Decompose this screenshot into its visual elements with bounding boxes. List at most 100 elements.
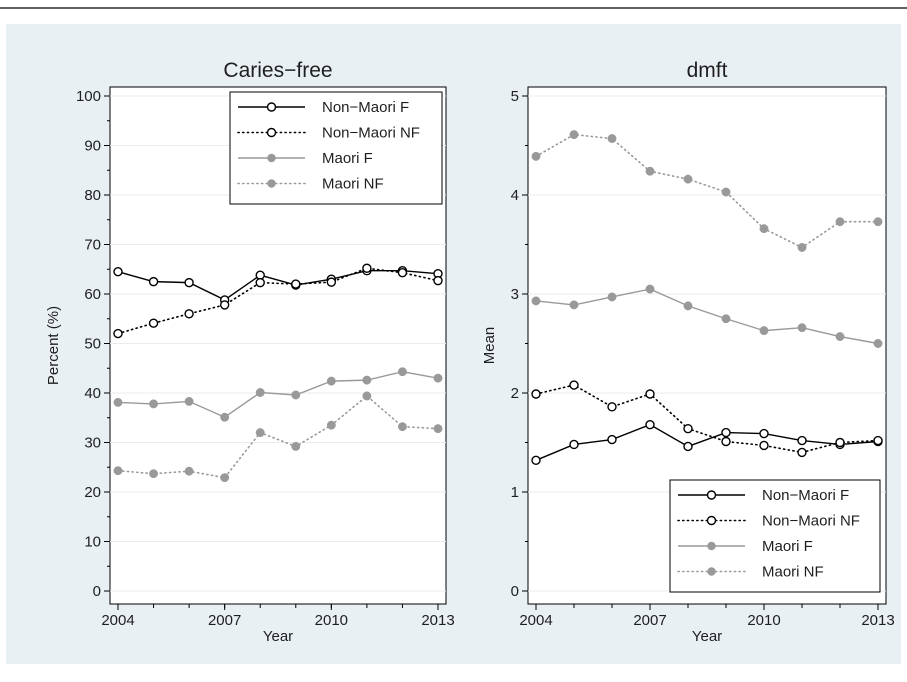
data-point — [683, 174, 693, 184]
series-line — [535, 384, 879, 454]
data-point — [362, 375, 372, 385]
legend-marker — [267, 153, 276, 163]
legend-label: Non−Maori NF — [762, 513, 860, 530]
data-point — [721, 427, 731, 438]
data-point — [433, 373, 443, 383]
legend: Non−Maori F Non−Maori NF Maori F Maori NF — [229, 91, 443, 205]
legend-label: Maori NF — [762, 564, 824, 581]
data-point — [569, 300, 579, 310]
data-point — [759, 224, 769, 234]
data-point — [569, 130, 579, 140]
data-point — [797, 435, 807, 446]
data-point — [326, 277, 337, 287]
y-tick-label: 90 — [84, 138, 101, 155]
y-tick-label: 40 — [84, 385, 101, 402]
legend-marker — [266, 127, 277, 138]
data-point — [291, 442, 301, 451]
y-tick-label: 3 — [511, 286, 519, 303]
series-4 — [113, 391, 443, 483]
chart-panel-2: 0 1 2 3 4 5 2004 2007 2010 2013 dmft Year Mean Non−Ma… — [481, 59, 895, 645]
data-point — [607, 402, 617, 412]
legend-box — [229, 91, 443, 205]
y-tick-label: 0 — [93, 583, 101, 600]
series-2 — [113, 263, 443, 339]
legend-label: Non−Maori F — [322, 99, 409, 116]
data-point — [759, 440, 769, 451]
data-point — [607, 134, 617, 144]
data-point — [607, 292, 617, 302]
series-2 — [531, 380, 883, 458]
data-point — [683, 423, 693, 434]
data-point — [148, 276, 159, 287]
data-point — [607, 434, 617, 445]
x-tick-label: 2013 — [861, 612, 894, 629]
data-point — [397, 367, 407, 377]
series-line — [117, 270, 439, 301]
series-line — [117, 267, 439, 335]
y-tick-label: 5 — [511, 88, 519, 105]
series-line — [535, 423, 879, 461]
data-point — [149, 399, 159, 409]
data-point — [113, 328, 123, 339]
data-point — [721, 436, 731, 447]
y-tick-label: 100 — [76, 88, 101, 105]
x-tick-label: 2013 — [421, 612, 454, 629]
x-tick-label: 2007 — [633, 612, 666, 629]
series-1 — [531, 419, 883, 466]
series-line — [117, 394, 439, 479]
data-point — [721, 187, 731, 197]
data-point — [255, 388, 265, 397]
data-point — [835, 437, 845, 448]
x-tick-label: 2010 — [747, 612, 780, 629]
legend-label: Maori F — [762, 538, 813, 555]
y-tick-label: 2 — [511, 385, 519, 402]
data-point — [797, 323, 807, 333]
data-point — [531, 296, 541, 306]
data-point — [326, 420, 336, 430]
x-tick-label: 2007 — [208, 612, 241, 629]
y-tick-label: 50 — [84, 336, 101, 353]
x-axis-label: Year — [263, 628, 293, 645]
data-point — [531, 389, 541, 399]
y-tick-label: 20 — [84, 484, 101, 501]
data-point — [873, 217, 883, 227]
legend: Non−Maori F Non−Maori NF Maori F Maori NF — [669, 479, 881, 593]
legend-marker — [707, 541, 716, 551]
data-point — [873, 435, 883, 446]
series-3 — [113, 367, 443, 422]
data-point — [362, 263, 372, 273]
data-point — [184, 466, 194, 476]
x-axis-label: Year — [692, 628, 722, 645]
legend-marker — [706, 515, 717, 526]
data-point — [184, 277, 194, 288]
y-tick-label: 0 — [511, 583, 519, 600]
y-tick-label: 4 — [511, 187, 519, 204]
series-line — [535, 133, 879, 249]
data-point — [797, 447, 807, 458]
y-axis-label: Percent (%) — [45, 306, 62, 385]
data-point — [645, 389, 655, 399]
x-tick-label: 2004 — [519, 612, 552, 629]
y-tick-label: 70 — [84, 237, 101, 254]
legend-marker — [706, 490, 717, 500]
data-point — [531, 455, 541, 466]
data-point — [220, 473, 230, 483]
x-tick-label: 2010 — [315, 612, 348, 629]
data-point — [569, 439, 579, 450]
data-point — [149, 469, 159, 479]
data-point — [362, 391, 372, 401]
y-tick-label: 1 — [511, 484, 519, 501]
legend-marker — [266, 102, 277, 112]
data-point — [113, 466, 123, 476]
data-point — [148, 318, 159, 328]
data-point — [569, 380, 579, 390]
chart-panel-1: 0 10 20 30 40 50 60 70 80 90 100 2004 2007 2010 2013 Ca… — [45, 59, 455, 645]
data-point — [433, 275, 443, 286]
data-point — [759, 326, 769, 336]
data-point — [835, 332, 845, 342]
data-point — [721, 314, 731, 324]
legend-label: Non−Maori F — [762, 487, 849, 504]
data-point — [255, 428, 265, 438]
legend-label: Maori NF — [322, 176, 384, 193]
